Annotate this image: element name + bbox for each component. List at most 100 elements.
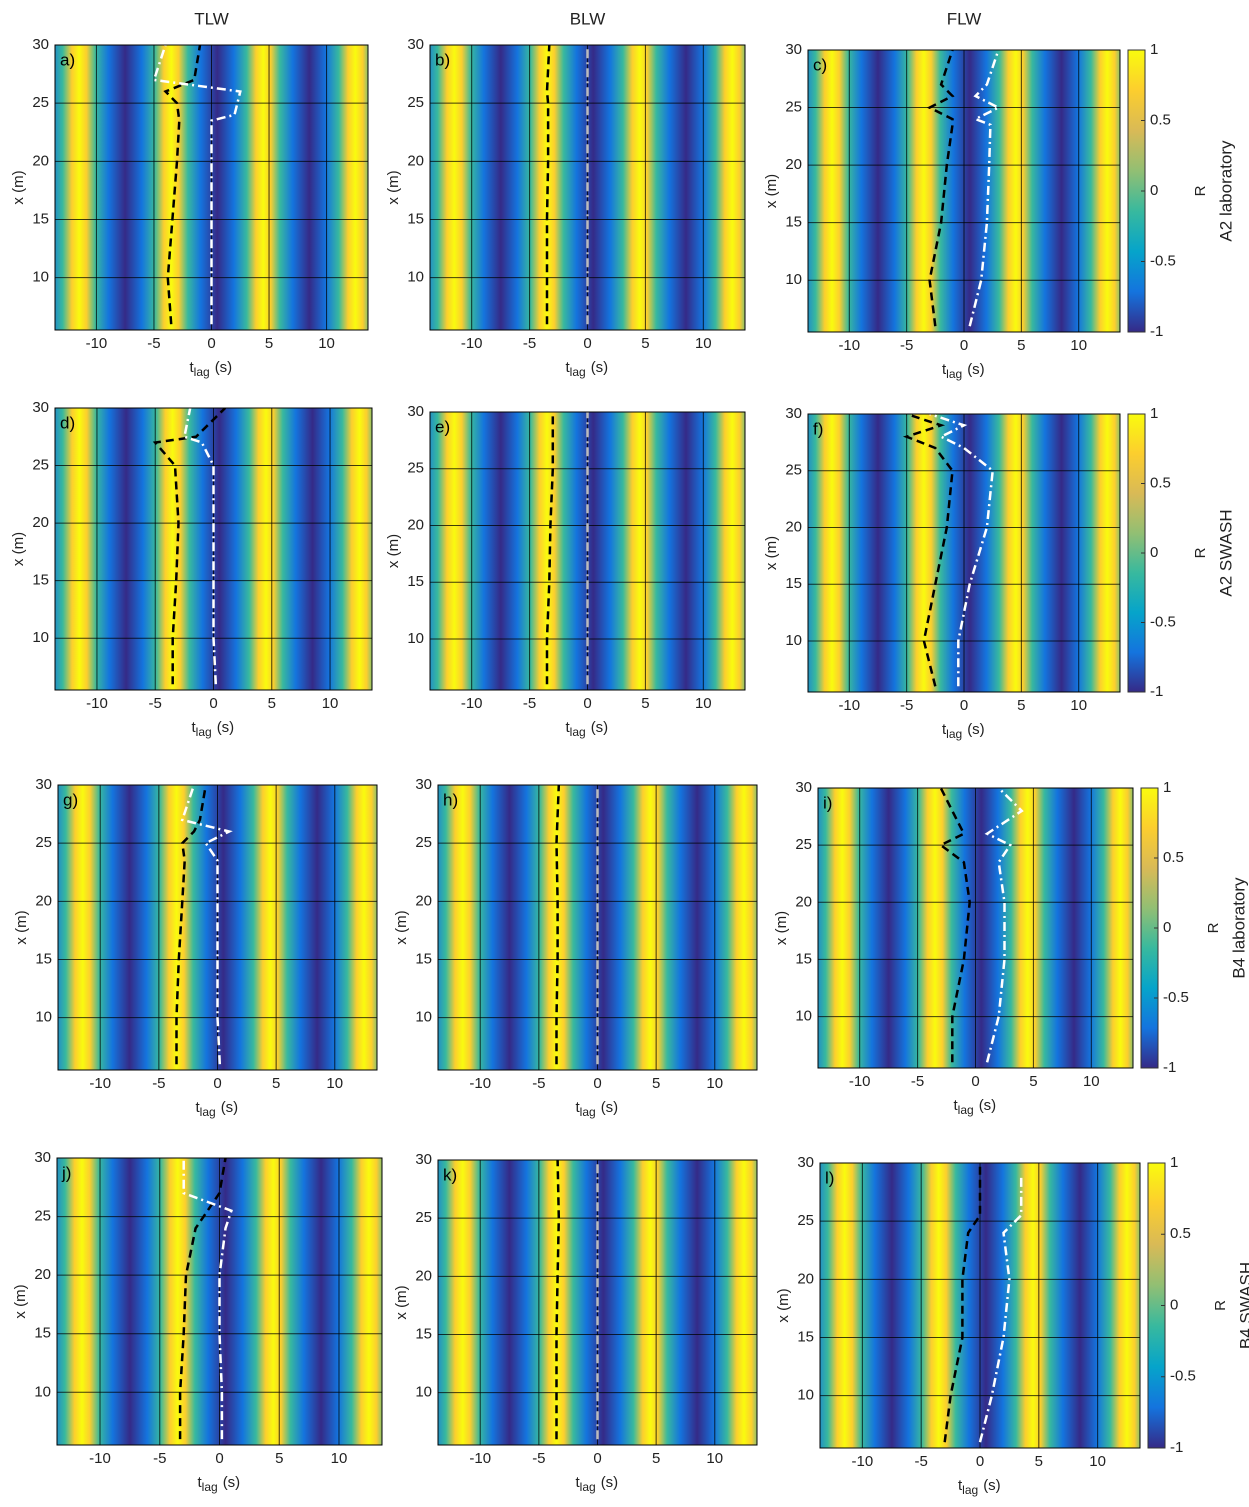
y-tick-label: 15 [34,1325,51,1342]
y-axis-label: x (m) [10,170,27,204]
x-tick-label: -5 [523,335,536,352]
y-tick-label: 20 [35,892,52,909]
colorbar-tick-label: 0.5 [1150,111,1171,128]
y-tick-label: 30 [32,399,49,416]
x-axis-label-unit: (s) [215,359,233,376]
x-tick-label: 5 [641,695,649,712]
y-axis-label: x (m) [763,536,780,570]
colorbar-tick-label: -1 [1163,1059,1176,1076]
colorbar-label: R [1192,185,1209,196]
y-tick-label: 20 [407,152,424,169]
y-tick-label: 25 [32,457,49,474]
y-tick-label: 20 [32,152,49,169]
x-axis-label-sub: lag [580,1105,596,1119]
y-tick-label: 25 [35,834,52,851]
x-axis-label-sub: lag [946,367,962,381]
lag-line [163,45,202,325]
y-axis-label: x (m) [393,910,410,944]
colorbar-label: R [1192,547,1209,558]
x-axis-label: tlag (s) [942,721,985,741]
x-axis-label-unit: (s) [223,1474,241,1491]
y-axis-label: x (m) [385,534,402,568]
x-axis-label-unit: (s) [601,1099,619,1116]
x-tick-label: 0 [960,697,968,714]
column-title: BLW [570,9,606,28]
x-axis-label-unit: (s) [979,1097,997,1114]
x-axis-label-main: t [566,719,571,736]
x-tick-label: 5 [272,1075,280,1092]
panel-label: l) [825,1168,834,1187]
x-tick-label: 0 [213,1075,221,1092]
colorbar-tick-label: -1 [1150,683,1163,700]
y-tick-label: 10 [32,269,49,286]
y-tick-label: 25 [795,836,812,853]
x-axis-label-main: t [958,1477,963,1494]
x-tick-label: -10 [461,335,483,352]
x-tick-label: -10 [461,695,483,712]
y-tick-label: 15 [32,572,49,589]
lag-line [938,788,971,1063]
x-tick-label: 0 [971,1073,979,1090]
y-tick-label: 25 [407,460,424,477]
x-tick-label: -5 [149,695,162,712]
x-axis-label: tlag (s) [576,1099,619,1119]
x-tick-label: 5 [652,1075,660,1092]
x-tick-label: -10 [852,1453,874,1470]
y-tick-label: 15 [407,210,424,227]
x-tick-label: 0 [215,1450,223,1467]
lag-line [555,1160,561,1440]
x-axis-label-sub: lag [962,1483,978,1497]
colorbar-tick-label: -1 [1170,1439,1183,1456]
x-tick-label: -5 [532,1450,545,1467]
plot-frame [437,784,758,1071]
x-axis-label-unit: (s) [967,721,985,738]
y-tick-label: 25 [32,94,49,111]
x-tick-label: 10 [695,695,712,712]
plot-frame [57,784,378,1071]
y-tick-label: 15 [785,575,802,592]
x-tick-label: 5 [268,695,276,712]
plot-frame [817,787,1134,1069]
x-tick-label: -5 [523,695,536,712]
x-axis-label: tlag (s) [198,1474,241,1494]
y-tick-label: 20 [32,514,49,531]
x-tick-label: -5 [900,337,913,354]
x-tick-label: -5 [532,1075,545,1092]
colorbar-tick-label: 0.5 [1150,474,1171,491]
panel-label: d) [60,413,75,432]
x-tick-label: 0 [976,1453,984,1470]
y-tick-label: 10 [34,1383,51,1400]
lag-line [943,1163,982,1443]
x-tick-label: 5 [1017,697,1025,714]
x-tick-label: 0 [593,1075,601,1092]
colorbar-tick-label: 0 [1170,1296,1178,1313]
y-tick-label: 20 [407,516,424,533]
x-tick-label: -10 [838,337,860,354]
x-tick-label: 10 [331,1450,348,1467]
panel-label: f) [813,419,823,438]
y-tick-label: 25 [785,99,802,116]
x-tick-label: 5 [1017,337,1025,354]
lag-line [545,45,551,325]
colorbar-tick-label: 0 [1150,182,1158,199]
x-axis-label-main: t [942,721,947,738]
y-tick-label: 10 [32,629,49,646]
y-axis-label: x (m) [385,170,402,204]
colorbar-tick-label: -1 [1150,323,1163,340]
y-tick-label: 15 [35,950,52,967]
x-tick-label: 5 [265,335,273,352]
y-tick-label: 30 [797,1154,814,1171]
x-tick-label: -5 [900,697,913,714]
colorbar-tick-label: 0.5 [1170,1225,1191,1242]
y-axis-label: x (m) [10,532,27,566]
colorbar-tick-label: 0 [1163,919,1171,936]
y-tick-label: 25 [797,1212,814,1229]
x-axis-label: tlag (s) [942,361,985,381]
y-tick-label: 25 [415,1209,432,1226]
y-axis-label: x (m) [773,911,790,945]
panel-label: i) [823,793,832,812]
x-tick-label: 10 [706,1075,723,1092]
y-tick-label: 30 [34,1149,51,1166]
y-tick-label: 20 [415,1267,432,1284]
x-tick-label: 5 [275,1450,283,1467]
